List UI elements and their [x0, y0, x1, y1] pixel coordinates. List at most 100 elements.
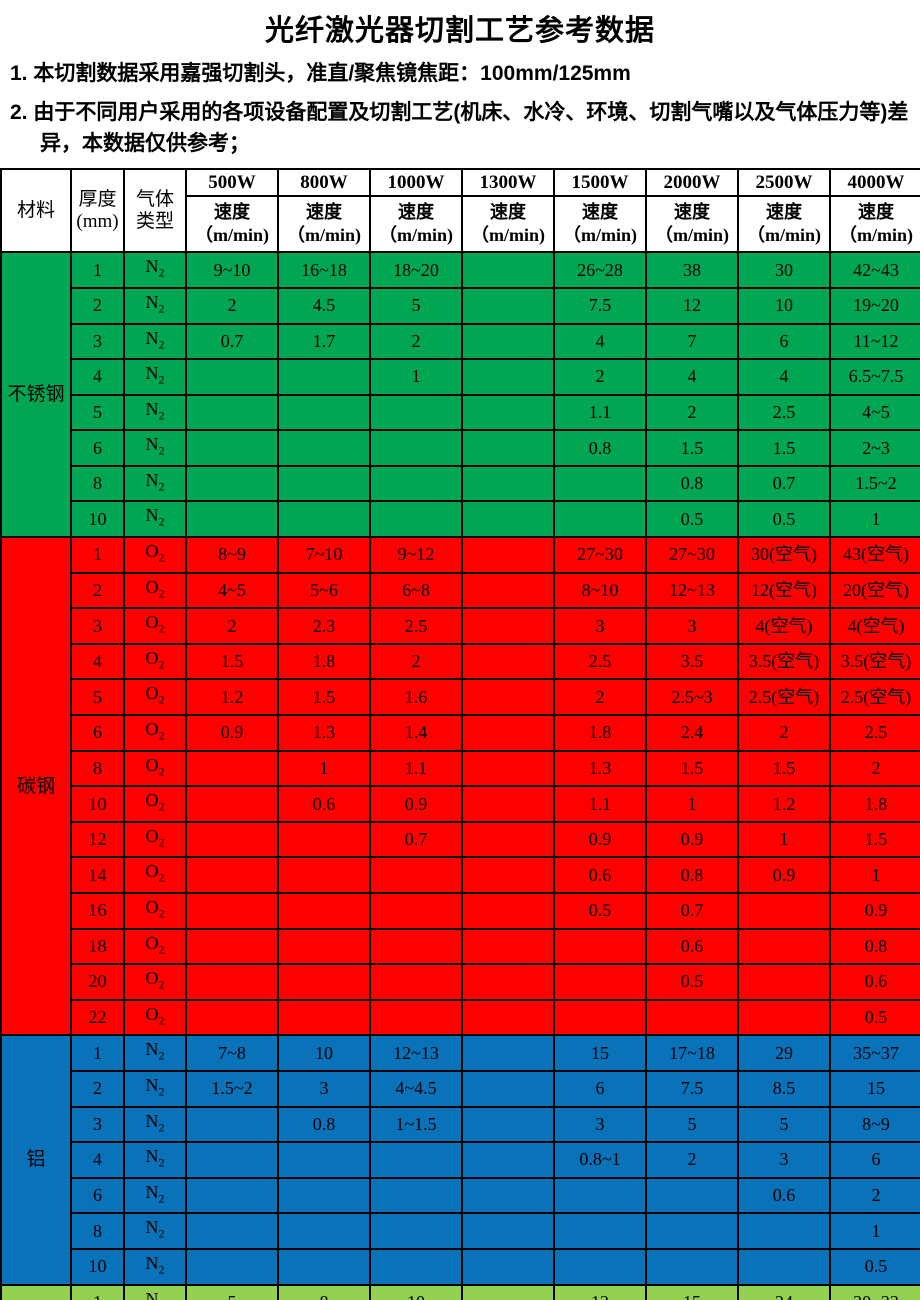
- speed-cell: 6: [829, 1141, 920, 1179]
- gas-subscript: 2: [158, 372, 165, 387]
- thickness-cell: 5: [70, 393, 125, 432]
- speed-cell: [461, 749, 555, 788]
- speed-cell: [277, 393, 371, 432]
- speed-cell: [185, 927, 279, 966]
- header-speed-unit: 速度 （m/min): [277, 195, 371, 254]
- speed-cell: 2.5(空气): [737, 678, 831, 717]
- table-row: 5 O2 1.2 1.5 1.6 2 2.5~3 2.5(空气) 2.5(空气): [1, 678, 920, 717]
- gas-cell: N2: [123, 429, 187, 467]
- page-title: 光纤激光器切割工艺参考数据: [264, 15, 655, 47]
- speed-cell: [461, 892, 555, 930]
- speed-cell: 1.1: [553, 785, 647, 823]
- gas-subscript: 2: [158, 1191, 165, 1206]
- gas-cell: O2: [123, 571, 187, 610]
- table-row: 18 O2 0.6 0.8: [1, 927, 920, 966]
- speed-cell: 10: [737, 286, 831, 325]
- gas-cell: O2: [123, 892, 187, 930]
- speed-cell: [277, 998, 371, 1037]
- speed-cell: 38: [645, 251, 739, 289]
- speed-cell: 7.5: [645, 1069, 739, 1108]
- speed-cell: 0.5: [645, 500, 739, 539]
- material-cell: 黄铜: [0, 1283, 72, 1300]
- header-speed-unit: 速度 （m/min): [369, 195, 463, 254]
- thickness-cell: 5: [70, 678, 125, 717]
- speed-cell: 0.5: [737, 500, 831, 539]
- table-row: 22 O2 0.5: [1, 998, 920, 1037]
- speed-cell: [277, 500, 371, 539]
- speed-cell: 1.2: [185, 678, 279, 717]
- header-gas-type: 气体 类型: [123, 168, 187, 254]
- speed-cell: 2: [553, 358, 647, 396]
- speed-cell: [277, 1176, 371, 1215]
- speed-cell: 16~18: [277, 251, 371, 289]
- speed-cell: 2.5: [369, 607, 463, 645]
- gas-cell: N2: [123, 500, 187, 539]
- speed-cell: [461, 820, 555, 859]
- speed-cell: [461, 1247, 555, 1286]
- thickness-cell: 6: [70, 1176, 125, 1215]
- speed-cell: 1: [369, 358, 463, 396]
- speed-cell: [185, 749, 279, 788]
- table-row: 2 N2 2 4.5 5 7.5 12 10 19~20: [1, 286, 920, 325]
- notes-block: 1. 本切割数据采用嘉强切割头，准直/聚焦镜焦距：100mm/125mm 2. …: [10, 59, 910, 159]
- speed-cell: 1~1.5: [369, 1105, 463, 1144]
- speed-cell: 1: [645, 785, 739, 823]
- speed-cell: 2.5: [737, 393, 831, 432]
- speed-cell: [277, 1212, 371, 1250]
- speed-cell: 2~3: [829, 429, 920, 467]
- gas-cell: N2: [123, 251, 187, 289]
- speed-cell: [645, 998, 739, 1037]
- table-row: 10 N2 0.5: [1, 1247, 920, 1286]
- speed-cell: [461, 998, 555, 1037]
- speed-cell: 12~13: [645, 571, 739, 610]
- speed-cell: [277, 892, 371, 930]
- speed-cell: 0.8: [553, 429, 647, 467]
- speed-cell: [185, 892, 279, 930]
- thickness-cell: 1: [70, 536, 125, 574]
- speed-cell: [369, 1247, 463, 1286]
- speed-cell: 3.5(空气): [829, 642, 920, 681]
- gas-subscript: 2: [158, 1226, 165, 1241]
- speed-cell: 9~12: [369, 536, 463, 574]
- header-power: 500W: [185, 168, 279, 198]
- gas-cell: N2: [123, 393, 187, 432]
- speed-cell: 10: [369, 1283, 463, 1300]
- speed-cell: [185, 820, 279, 859]
- gas-subscript: 2: [158, 586, 165, 601]
- speed-cell: 0.6: [277, 785, 371, 823]
- gas-subscript: 2: [158, 764, 165, 779]
- speed-cell: 0.6: [829, 963, 920, 1001]
- thickness-cell: 18: [70, 927, 125, 966]
- gas-subscript: 2: [158, 550, 165, 565]
- speed-cell: [461, 1141, 555, 1179]
- speed-cell: [461, 536, 555, 574]
- speed-cell: [277, 1141, 371, 1179]
- speed-cell: [461, 322, 555, 361]
- gas-subscript: 2: [158, 515, 165, 530]
- speed-cell: [645, 1212, 739, 1250]
- speed-cell: 5~6: [277, 571, 371, 610]
- speed-cell: 42~43: [829, 251, 920, 289]
- speed-cell: 4~4.5: [369, 1069, 463, 1108]
- table-row: 碳钢 1 O2 8~9 7~10 9~12 27~30 27~30 30(空气) 43(空气): [0, 536, 920, 1037]
- speed-cell: 1.3: [277, 714, 371, 752]
- speed-cell: [369, 393, 463, 432]
- speed-cell: [277, 429, 371, 467]
- table-row: 8 N2 0.8 0.7 1.5~2: [1, 464, 920, 503]
- material-cell: 铝: [0, 1034, 72, 1286]
- speed-cell: [369, 998, 463, 1037]
- header-speed-unit: 速度 （m/min): [553, 195, 647, 254]
- gas-cell: N2: [123, 358, 187, 396]
- thickness-cell: 4: [70, 1141, 125, 1179]
- speed-cell: [461, 571, 555, 610]
- speed-cell: 7~8: [185, 1034, 279, 1072]
- header-material: 材料: [0, 168, 72, 254]
- speed-cell: [277, 820, 371, 859]
- gas-cell: N2: [123, 322, 187, 361]
- header-power: 2000W: [645, 168, 739, 198]
- gas-subscript: 2: [158, 1048, 165, 1063]
- speed-cell: 0.8~1: [553, 1141, 647, 1179]
- speed-cell: 7: [645, 322, 739, 361]
- speed-cell: 43(空气): [829, 536, 920, 574]
